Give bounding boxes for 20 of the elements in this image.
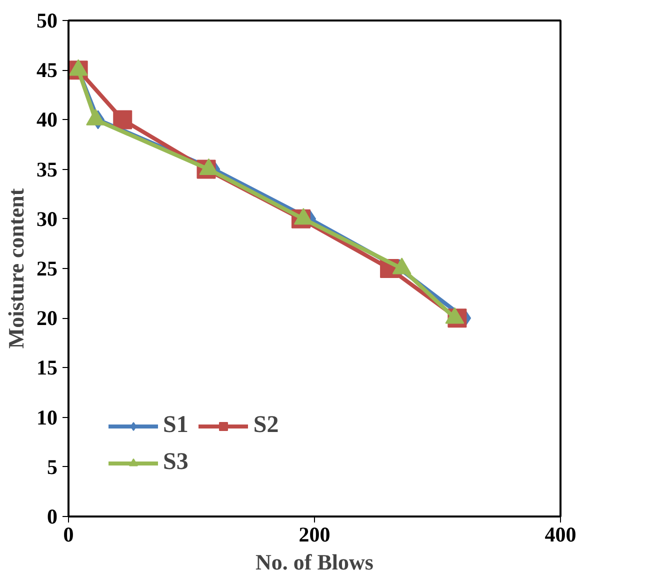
x-axis-title: No. of Blows: [256, 550, 374, 574]
y-tick-label: 0: [47, 504, 58, 528]
legend-label: S1: [163, 412, 188, 439]
y-axis-title: Moisture content: [4, 188, 28, 349]
legend-label: S2: [253, 412, 279, 439]
point: [113, 110, 132, 130]
x-tick-label: 400: [544, 522, 576, 546]
legend-label: S3: [163, 449, 188, 476]
y-tick-label: 25: [36, 256, 58, 280]
y-tick-label: 5: [47, 454, 58, 479]
y-tick-label: 20: [36, 306, 58, 330]
y-tick-label: 10: [36, 405, 58, 430]
y-tick-label: 40: [36, 108, 58, 132]
y-tick-label: 45: [36, 58, 58, 82]
y-tick-label: 50: [36, 8, 58, 32]
y-tick-label: 15: [36, 356, 58, 380]
y-tick-label: 35: [36, 157, 58, 182]
y-tick-label: 30: [36, 206, 58, 231]
x-tick-label: 0: [63, 522, 74, 546]
x-tick-label: 200: [298, 522, 330, 546]
